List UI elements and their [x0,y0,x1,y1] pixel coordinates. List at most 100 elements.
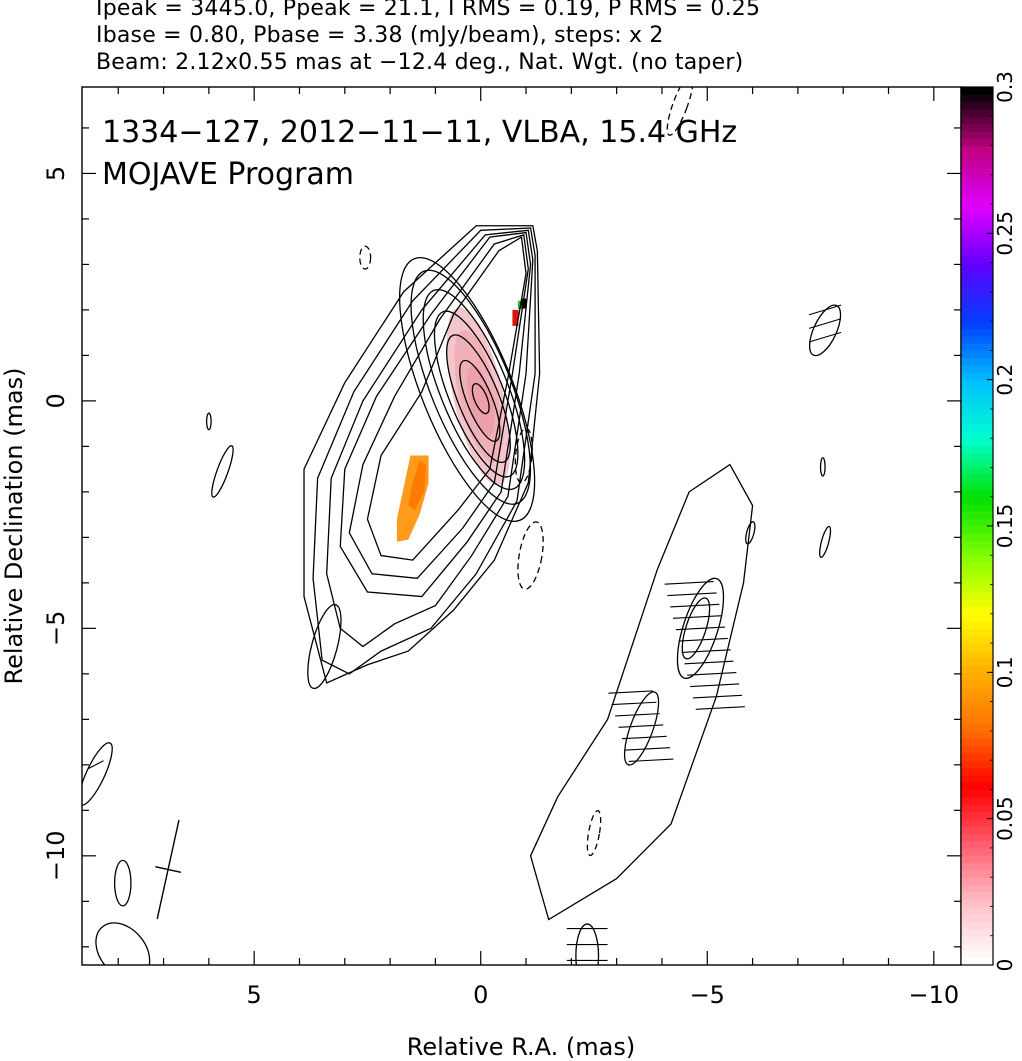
colorbar-band [961,218,993,227]
contour [529,463,754,921]
colorbar-band [961,599,993,608]
x-tick-label: −5 [690,981,725,1009]
colorbar-band [961,533,993,542]
evpa-tick [678,637,728,642]
colorbar-band [961,606,993,615]
colorbar-band [961,526,993,534]
colorbar-band [961,804,993,812]
header-line-2: Ibase = 0.80, Pbase = 3.38 (mJy/beam), s… [96,23,664,48]
colorbar-band [961,891,993,900]
colorbar-band [961,306,993,315]
colorbar-band [961,745,993,754]
colorbar-band [961,101,993,110]
x-tick-label: 0 [473,981,488,1009]
evpa-ticks [87,304,842,962]
contour [339,231,532,598]
beam-minor-axis [155,865,182,873]
colorbar-band [961,233,993,242]
colorbar-band [961,562,993,571]
colorbar-band [961,628,993,637]
colorbar-band [961,386,993,395]
colorbar-band [961,635,993,644]
colorbar-band [961,555,993,564]
colorbar-band [961,240,993,249]
y-tick-label: 5 [42,166,70,181]
colorbar-band [961,489,993,498]
colorbar-band [961,591,993,600]
colorbar-band [961,928,993,937]
colorbar-band [961,401,993,410]
jet-polarization-inner [408,460,427,511]
contour [575,923,600,965]
colorbar-band [961,877,993,886]
contour [205,412,212,431]
colorbar-band [961,957,993,966]
colorbar-band [961,438,993,447]
colorbar-band [961,943,993,951]
colorbar-band [961,313,993,322]
colorbar-band [961,496,993,505]
colorbar-band [961,913,993,922]
colorbar-band [961,643,993,651]
colorbar-band [961,825,993,834]
evpa-tick [690,683,740,688]
colorbar-band [961,277,993,286]
beam-marker [155,819,182,920]
evpa-tick [608,690,654,694]
colorbar-band [961,167,993,176]
evpa-tick [667,592,717,597]
intensity-contours [82,87,842,965]
colorbar-band [961,855,993,864]
header-line-3: Beam: 2.12x0.55 mas at −12.4 deg., Nat. … [96,50,744,75]
contour [471,383,490,415]
colorbar-band [961,365,993,373]
colorbar-band [961,174,993,183]
x-axis-label: Relative R.A. (mas) [407,1033,635,1061]
y-tick-label: −5 [42,611,70,646]
colorbar-band [961,547,993,556]
colorbar-band [961,569,993,578]
colorbar-band [961,467,993,476]
colorbar-band [961,350,993,359]
colorbar-band [961,394,993,403]
colorbar-band [961,291,993,300]
colorbar-band [961,760,993,769]
x-tick-label: 5 [247,981,262,1009]
colorbar-band [961,672,993,681]
evpa-tick [673,615,723,619]
colorbar-band [961,650,993,659]
pol-feature [521,298,527,309]
colorbar-band [961,774,993,783]
negative-contour [586,810,602,857]
colorbar-band [961,767,993,776]
colorbar-band [961,789,993,798]
contour [446,334,511,464]
colorbar-band [961,211,993,220]
evpa-tick [808,304,842,316]
colorbar-band [961,108,993,117]
colorbar-tick-label: 0.3 [993,71,1017,103]
colorbar-band [961,686,993,695]
colorbar-band [961,152,993,161]
contour [82,742,113,806]
colorbar-band [961,430,993,439]
evpa-tick [87,760,104,770]
colorbar-band [961,657,993,666]
colorbar-band [961,840,993,849]
colorbar-band [961,899,993,908]
contour [745,521,756,545]
colorbar-band [961,284,993,293]
colorbar-band [961,708,993,717]
contour [681,597,711,660]
colorbar-band [961,94,993,103]
colorbar-band [961,189,993,198]
evpa-tick [808,318,842,329]
contour [422,288,526,491]
colorbar-band [961,379,993,388]
colorbar-band [961,811,993,820]
colorbar-band [961,540,993,549]
evpa-tick [615,713,660,717]
core-polarization-peak [466,365,495,437]
contour [819,457,826,477]
colorbar-tick-label: 0.25 [993,211,1017,256]
